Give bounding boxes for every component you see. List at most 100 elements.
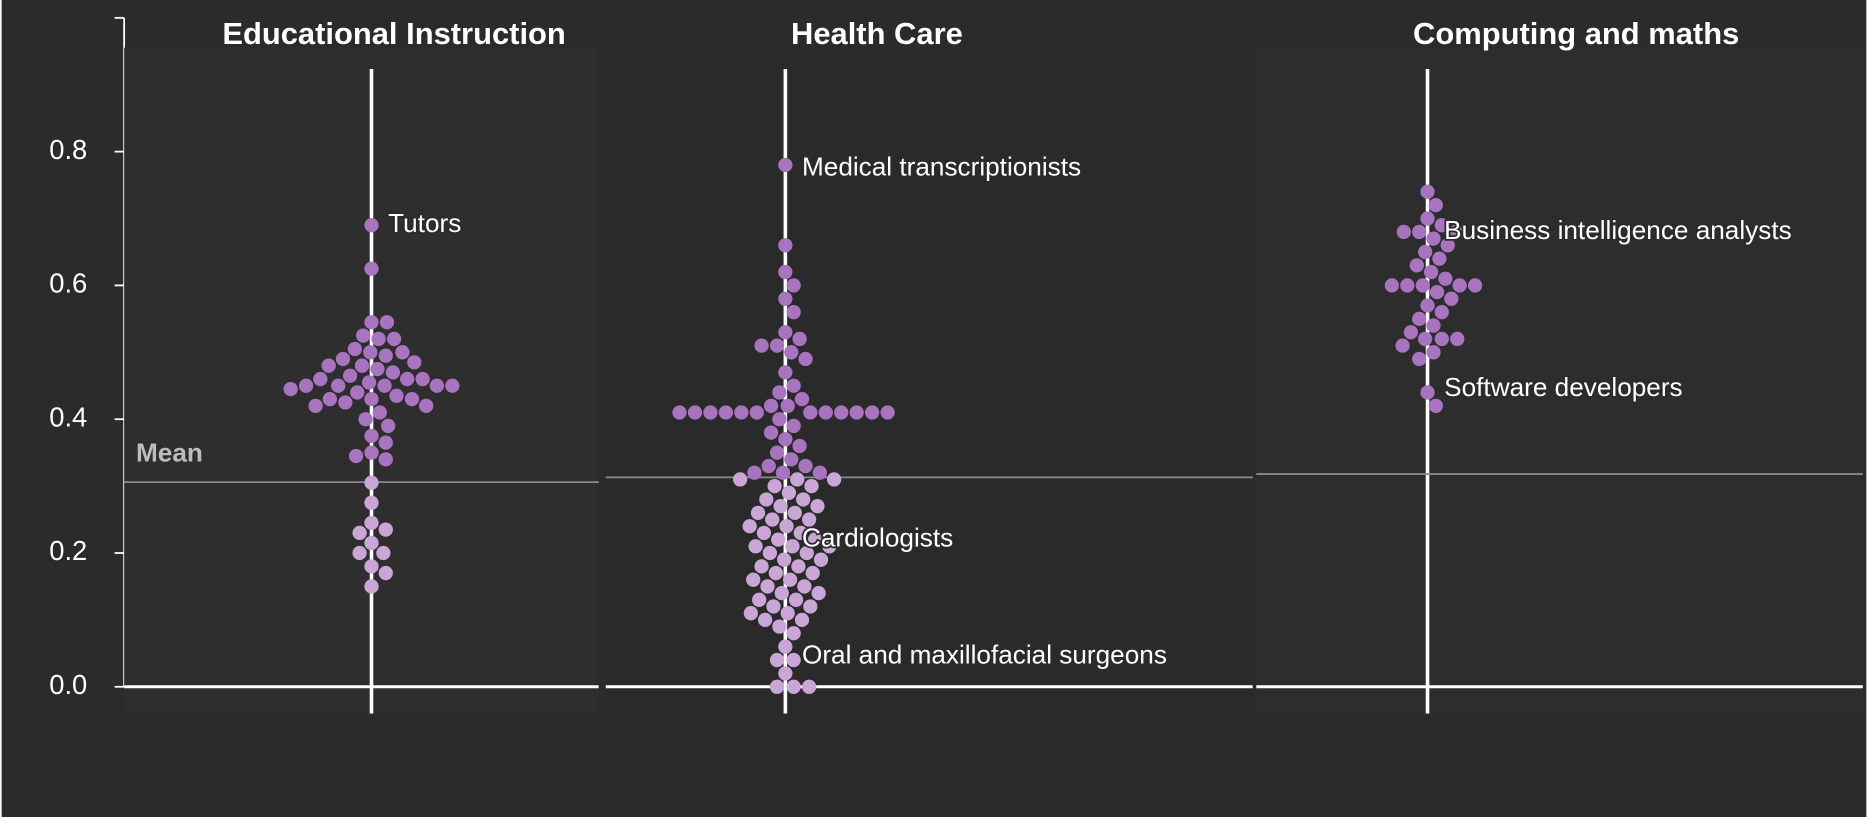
dot <box>364 445 379 460</box>
dot <box>807 532 823 547</box>
dot <box>756 525 772 541</box>
dot <box>798 351 813 367</box>
dot <box>778 157 793 173</box>
y-tick-label: 0.2 <box>49 535 87 566</box>
dot <box>1420 184 1435 199</box>
dot <box>1420 211 1435 226</box>
dot <box>364 515 379 531</box>
mean-label: Mean <box>136 438 203 468</box>
dot <box>769 445 785 460</box>
dot <box>378 522 393 537</box>
dot <box>786 626 801 641</box>
dot <box>1467 278 1483 293</box>
dot <box>378 452 393 467</box>
dot <box>786 652 801 668</box>
dot <box>778 238 793 253</box>
dot <box>371 331 386 347</box>
dot <box>811 585 826 601</box>
dot <box>798 458 813 474</box>
dot <box>364 579 379 594</box>
annotation: Oral and maxillofacial surgeons <box>802 640 1167 670</box>
dot <box>767 478 782 494</box>
dot <box>386 331 402 347</box>
dot <box>786 378 801 393</box>
dot <box>757 612 773 628</box>
dot <box>1450 331 1465 347</box>
dot <box>782 572 798 587</box>
dot <box>378 348 393 363</box>
dot <box>765 512 780 527</box>
dot <box>766 599 781 614</box>
dot <box>1438 271 1453 286</box>
dot <box>1448 224 1464 240</box>
dot <box>1395 338 1410 353</box>
dot <box>769 652 785 668</box>
panel-title: Health Care <box>791 16 963 51</box>
panel-background <box>124 47 599 714</box>
dot <box>1420 298 1435 313</box>
dot <box>445 378 460 393</box>
y-tick-label: 0.6 <box>49 268 87 299</box>
dot <box>774 585 789 601</box>
dot <box>672 405 687 420</box>
panel-background <box>605 47 1253 714</box>
dot <box>812 465 827 480</box>
dot <box>794 391 810 407</box>
dot <box>400 371 415 387</box>
y-tick-label: 0.0 <box>49 669 87 700</box>
dot <box>1428 198 1443 213</box>
dot <box>748 539 763 554</box>
dot <box>788 592 804 607</box>
annotation: Cardiologists <box>802 523 953 553</box>
dot <box>865 405 880 420</box>
dot <box>364 391 379 407</box>
dot <box>763 398 779 413</box>
dot <box>818 405 833 420</box>
dot <box>298 378 314 393</box>
dot <box>746 572 761 587</box>
dot <box>1426 318 1441 333</box>
dot <box>781 485 797 500</box>
dot <box>356 328 371 343</box>
dot <box>358 412 373 427</box>
panel-title: Educational Instruction <box>222 16 565 51</box>
dot <box>1432 251 1447 266</box>
dot <box>778 432 793 447</box>
dot <box>780 398 795 413</box>
dot <box>1423 264 1439 280</box>
dot <box>779 519 794 534</box>
dot <box>778 291 793 306</box>
dot <box>777 552 792 567</box>
dot <box>786 305 801 320</box>
dot <box>363 345 378 360</box>
dot <box>379 315 395 330</box>
panel-title: Computing and maths <box>1413 16 1739 51</box>
dot <box>733 472 748 487</box>
dot <box>404 391 420 407</box>
dot <box>792 438 807 454</box>
dot <box>754 338 769 353</box>
dot <box>813 552 829 567</box>
dot <box>1418 244 1433 260</box>
dot <box>364 261 379 276</box>
dot <box>364 535 379 551</box>
dot <box>769 338 785 353</box>
dot <box>429 378 445 393</box>
dot <box>378 435 393 450</box>
dot <box>389 388 404 403</box>
dot <box>1426 345 1441 360</box>
dot <box>749 405 764 420</box>
annotation: Software developers <box>1444 372 1682 402</box>
dot <box>1409 258 1424 273</box>
dot <box>703 405 718 420</box>
dot <box>799 545 814 561</box>
dot <box>364 428 379 444</box>
dot <box>1429 284 1445 300</box>
dot <box>1428 398 1443 413</box>
dot <box>778 365 793 380</box>
dot <box>364 475 379 490</box>
dot <box>759 492 774 507</box>
dot <box>331 378 346 393</box>
annotation: Tutors <box>388 208 461 238</box>
dot <box>801 679 817 694</box>
